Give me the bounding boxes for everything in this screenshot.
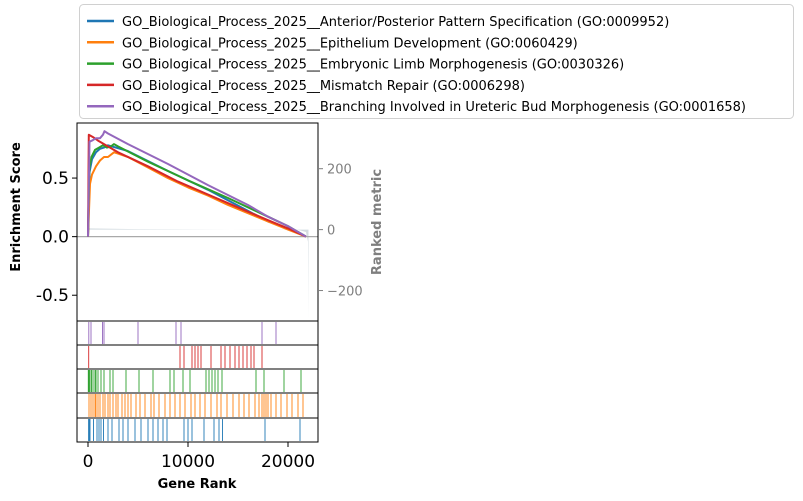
- overlay-marks: -0.5 0.0 0.5 −200 0 200 0 10000 20000 GO_Biologic…: [36, 4, 794, 472]
- legend-entry-5: GO_Biological_Process_2025__Branching In…: [122, 100, 746, 115]
- hit-panel-frame: [76, 344, 319, 370]
- x-tick-label: 20000: [261, 452, 315, 472]
- hit-panel-3: [87, 370, 302, 392]
- y-axis-label: Enrichment Score: [9, 142, 24, 272]
- legend-entry-4: GO_Biological_Process_2025__Mismatch Rep…: [122, 79, 525, 94]
- y2-tick-label: 200: [327, 163, 352, 178]
- series-line-4: [87, 133, 307, 238]
- hit-panel-frame: [76, 320, 319, 346]
- legend-box: [79, 4, 794, 119]
- x-tick-label: 0: [83, 452, 94, 472]
- series-line-2: [87, 151, 307, 238]
- y2-axis-label: Ranked metric: [370, 169, 385, 275]
- ranked-metric-fill: [88, 228, 309, 318]
- hit-panel-1: [88, 419, 301, 441]
- y-tick-label: 0.0: [42, 228, 69, 248]
- legend-entry-1: GO_Biological_Process_2025__Anterior/Pos…: [122, 15, 669, 30]
- series-line-3: [87, 143, 307, 238]
- y-tick-label: 0.5: [42, 169, 69, 189]
- enrichment-lines: [77, 130, 318, 318]
- legend-entry-3: GO_Biological_Process_2025__Embryonic Li…: [122, 58, 624, 73]
- hit-panel-4: [88, 346, 263, 368]
- series-line-5: [87, 130, 307, 238]
- y2-tick-label: −200: [327, 285, 363, 300]
- legend: GO_Biological_Process_2025__Anterior/Pos…: [79, 4, 794, 119]
- hit-panel-2: [88, 394, 304, 417]
- x-axis-label: Gene Rank: [158, 477, 237, 492]
- legend-entry-2: GO_Biological_Process_2025__Epithelium D…: [122, 36, 578, 51]
- x-tick-label: 10000: [161, 452, 215, 472]
- y-tick-label: -0.5: [36, 286, 69, 306]
- hit-panel-frame: [76, 417, 319, 443]
- y2-tick-label: 0: [327, 224, 335, 239]
- hit-panel-5: [88, 322, 277, 344]
